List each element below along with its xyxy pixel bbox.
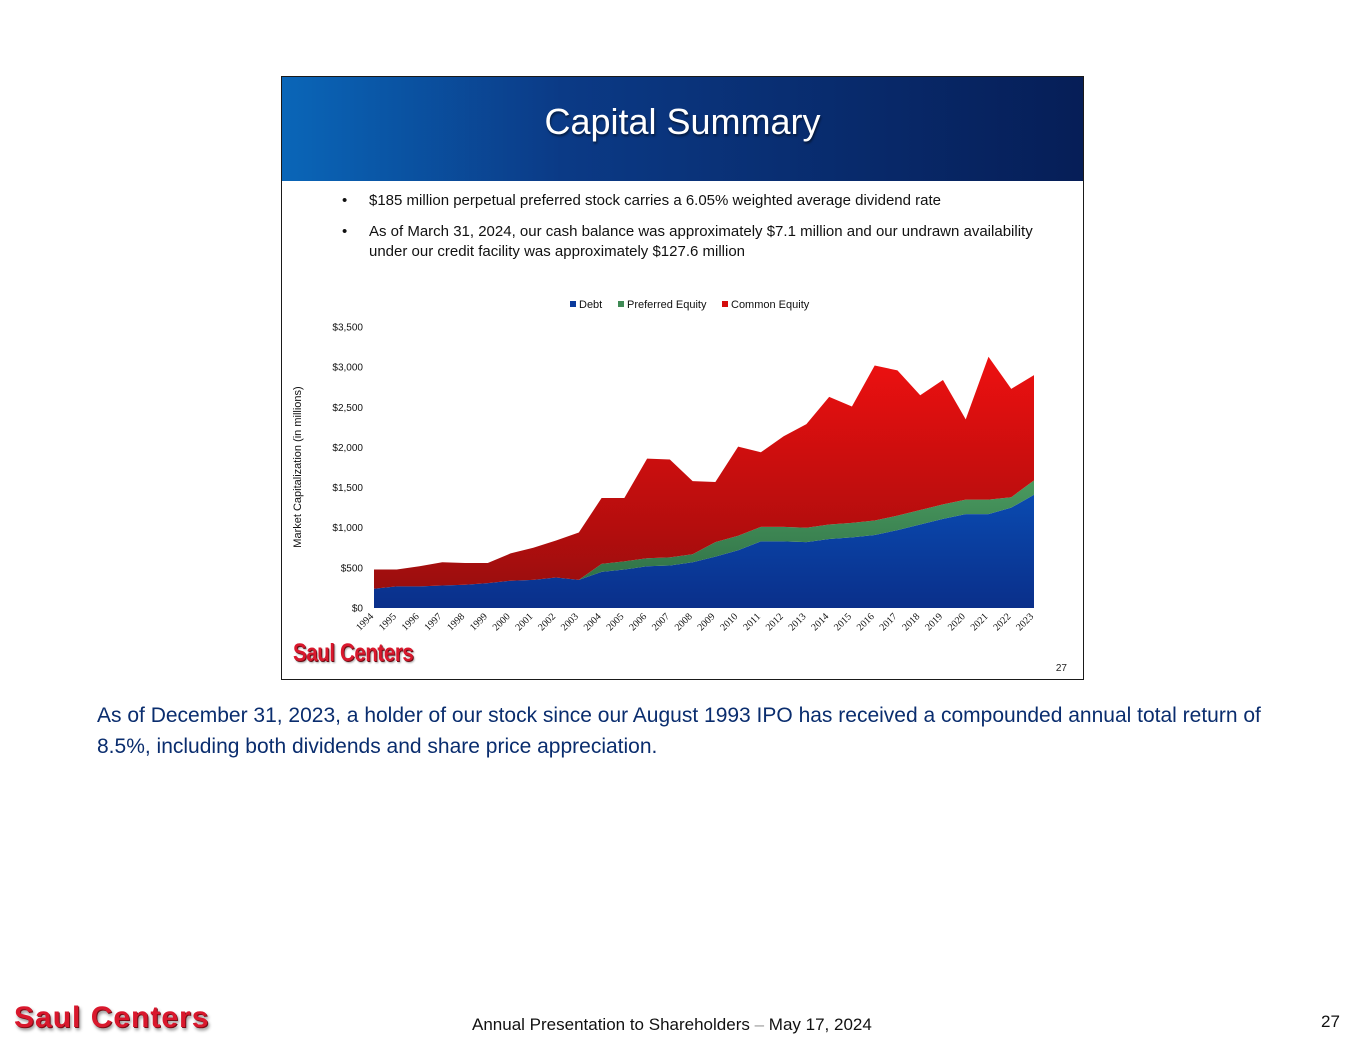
x-tick-label: 2021	[969, 611, 991, 633]
legend-label: Debt	[579, 299, 602, 311]
footer-logo: Saul Centers	[14, 1001, 210, 1034]
x-tick-label: 2006	[627, 611, 649, 633]
x-tick-label: 2009	[696, 611, 718, 633]
legend-swatch	[618, 301, 624, 307]
x-tick-label: 2005	[605, 611, 627, 633]
chart-legend: Debt Preferred Equity Common Equity	[570, 299, 810, 311]
x-tick-label: 2010	[718, 611, 740, 633]
legend-label: Common Equity	[731, 299, 810, 311]
x-axis: 1994 1995 1996 1997 1998 1999 2000 2001 2002 2003…	[354, 611, 1036, 633]
footer-page-number: 27	[1321, 1012, 1340, 1031]
x-tick-label: 1999	[468, 611, 490, 633]
y-tick-label: $0	[352, 604, 364, 615]
bullet-list: $185 million perpetual preferred stock c…	[342, 191, 1042, 273]
x-tick-label: 2007	[650, 611, 672, 633]
footer-date: May 17, 2024	[768, 1015, 872, 1034]
footer-caption: Annual Presentation to Shareholders – Ma…	[472, 1015, 872, 1035]
x-tick-label: 1997	[422, 611, 444, 633]
bullet-item: As of March 31, 2024, our cash balance w…	[342, 222, 1042, 262]
x-tick-label: 2017	[878, 611, 900, 633]
y-tick-label: $2,000	[332, 443, 363, 454]
y-axis-label: Market Capitalization (in millions)	[292, 386, 304, 547]
legend-swatch	[722, 301, 728, 307]
legend-label: Preferred Equity	[627, 299, 707, 311]
y-tick-label: $2,500	[332, 403, 363, 414]
slide-page-number: 27	[1055, 663, 1067, 674]
slide-logo: Saul Centers	[293, 639, 414, 667]
x-tick-label: 2011	[741, 611, 763, 633]
y-tick-label: $1,500	[332, 483, 363, 494]
y-tick-label: $500	[341, 563, 364, 574]
x-tick-label: 2023	[1014, 611, 1036, 633]
x-tick-label: 2004	[582, 611, 604, 633]
legend-swatch	[570, 301, 576, 307]
area-debt	[374, 494, 1034, 608]
footer-title: Annual Presentation to Shareholders	[472, 1015, 750, 1034]
y-tick-label: $3,000	[332, 363, 363, 374]
y-tick-label: $1,000	[332, 523, 363, 534]
x-tick-label: 2019	[923, 611, 945, 633]
x-tick-label: 2018	[900, 611, 922, 633]
chart-areas	[374, 356, 1034, 608]
x-tick-label: 2014	[809, 611, 831, 633]
x-tick-label: 2008	[673, 611, 695, 633]
area-common-equity	[374, 356, 1034, 589]
x-tick-label: 1996	[400, 611, 422, 633]
x-tick-label: 1994	[354, 611, 376, 633]
x-tick-label: 2000	[491, 611, 513, 633]
x-tick-label: 2002	[536, 611, 558, 633]
x-tick-label: 2016	[855, 611, 877, 633]
y-axis: $0 $500 $1,000 $1,500 $2,000 $2,500 $3,000 $3,5…	[332, 323, 363, 615]
x-tick-label: 2015	[832, 611, 854, 633]
x-tick-label: 2003	[559, 611, 581, 633]
slide-header: Capital Summary	[282, 77, 1083, 181]
bullet-item: $185 million perpetual preferred stock c…	[342, 191, 1042, 211]
slide-title: Capital Summary	[544, 101, 821, 142]
footer-dash: –	[754, 1015, 765, 1034]
capitalization-chart: Debt Preferred Equity Common Equity $0 $500…	[292, 299, 1036, 633]
y-tick-label: $3,500	[332, 323, 363, 334]
x-tick-label: 1998	[445, 611, 467, 633]
x-tick-label: 2020	[946, 611, 968, 633]
x-tick-label: 2013	[787, 611, 809, 633]
return-note: As of December 31, 2023, a holder of our…	[97, 704, 1261, 758]
x-tick-label: 2001	[514, 611, 536, 633]
x-tick-label: 1995	[377, 611, 399, 633]
x-tick-label: 2022	[991, 611, 1013, 633]
slide-frame: Capital Summary $185 million perpetual p…	[281, 76, 1084, 680]
x-tick-label: 2012	[764, 611, 786, 633]
